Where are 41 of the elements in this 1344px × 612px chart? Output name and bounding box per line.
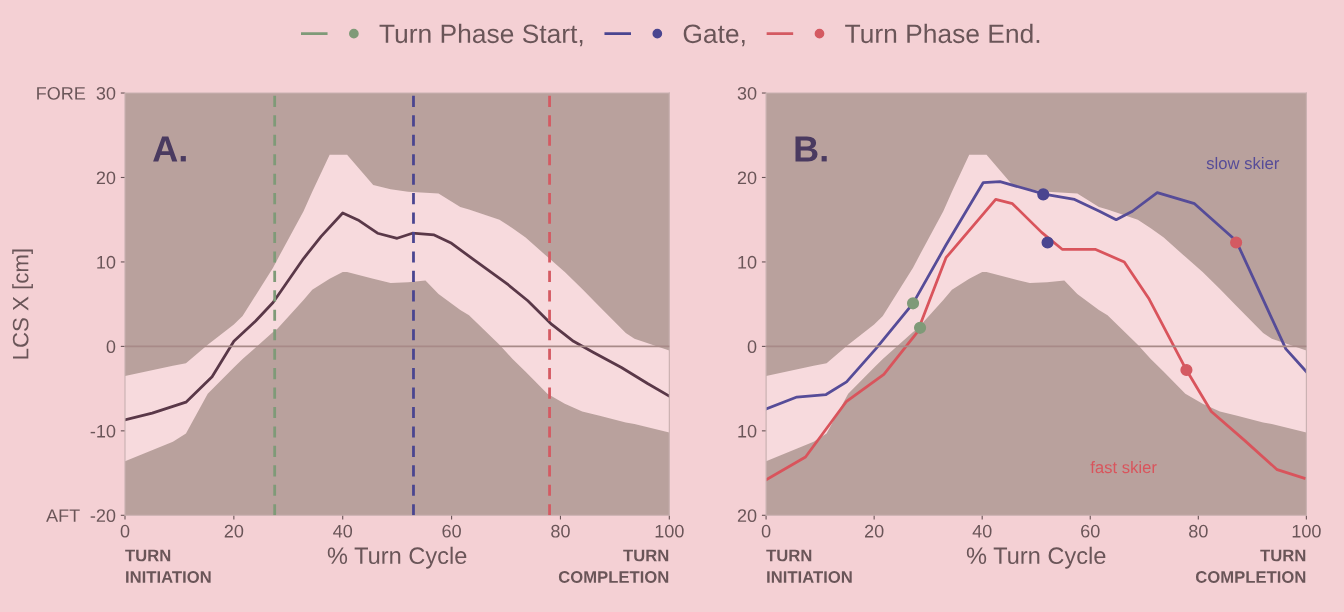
- x-axis-title: % Turn Cycle: [327, 546, 467, 569]
- x-tick-label: 40: [333, 524, 353, 538]
- x-tick-label: 60: [1081, 524, 1100, 538]
- y-tick-label: 10: [97, 255, 116, 269]
- y-tick-label: 20: [96, 171, 116, 185]
- text: fast skier: [1090, 461, 1157, 474]
- y-tick-label: AFT -20: [46, 509, 116, 523]
- annotation: B.: [795, 136, 827, 162]
- x-tick-label: 100: [655, 524, 684, 538]
- line-series: [766, 198, 1306, 482]
- y-tick-label: 0: [747, 340, 757, 354]
- text: TURN COMPLETION: [1195, 549, 1306, 583]
- y-tick-label: 10: [738, 255, 757, 269]
- text: TURN COMPLETION: [558, 549, 669, 583]
- legend-label: Turn Phase End.: [845, 23, 1040, 44]
- legend-label: Gate,: [683, 24, 745, 47]
- annotation: A.: [153, 136, 186, 162]
- text: slow skier: [1206, 156, 1280, 170]
- x-tick-label: 80: [551, 524, 570, 538]
- text: TURN INITIATION: [766, 549, 852, 583]
- y-tick-label: FORE 30: [37, 86, 116, 100]
- text: TURN INITIATION: [125, 549, 211, 583]
- x-tick-label: 20: [865, 524, 884, 538]
- y-tick-label: -10: [90, 424, 116, 438]
- line-series: [766, 180, 1307, 411]
- y-tick-label: 20: [737, 509, 757, 523]
- y-tick-label: 0: [106, 340, 116, 354]
- x-tick-label: 20: [224, 524, 244, 538]
- y-tick-label: 20: [737, 171, 757, 185]
- line-series: [124, 211, 670, 422]
- y-tick-label: 10: [738, 424, 757, 438]
- x-tick-label: 0: [761, 524, 771, 538]
- x-tick-label: 100: [1292, 524, 1321, 538]
- x-tick-label: 80: [1189, 524, 1208, 538]
- x-tick-label: 0: [120, 524, 130, 538]
- legend-label: Turn Phase Start,: [379, 23, 583, 47]
- y-tick-label: 30: [737, 86, 757, 100]
- x-axis-title: % Turn Cycle: [966, 546, 1106, 569]
- x-tick-label: 40: [972, 524, 992, 538]
- y-axis-title: LCS X [cm]: [12, 249, 33, 359]
- x-tick-label: 60: [442, 524, 461, 538]
